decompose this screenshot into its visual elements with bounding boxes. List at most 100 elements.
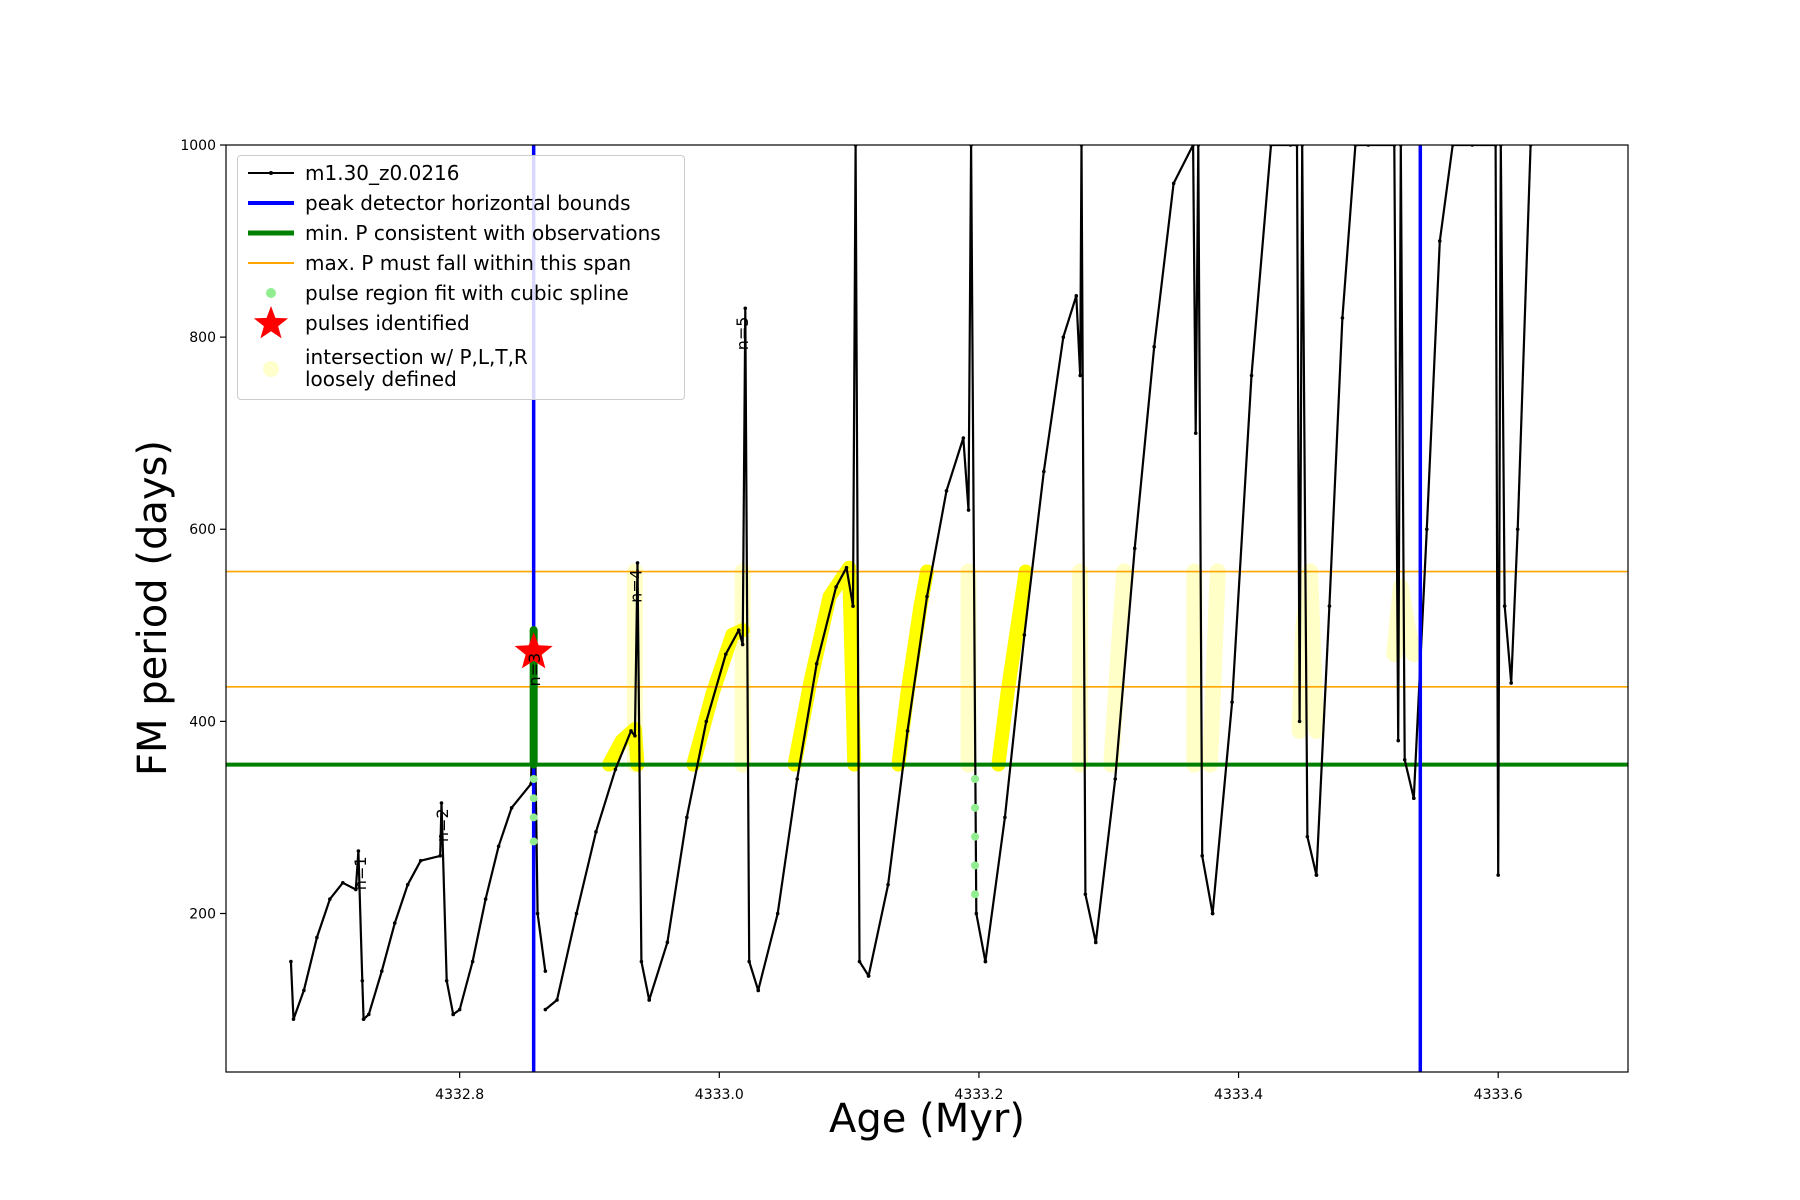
model-point bbox=[1249, 373, 1254, 378]
model-point bbox=[328, 897, 332, 901]
model-point bbox=[405, 882, 410, 887]
model-point bbox=[1515, 527, 1520, 532]
model-point bbox=[594, 830, 598, 834]
model-point bbox=[639, 959, 644, 964]
model-point bbox=[1210, 911, 1215, 916]
model-track-segment bbox=[544, 561, 651, 1011]
model-point bbox=[366, 1012, 371, 1017]
model-point bbox=[740, 642, 745, 647]
model-point bbox=[356, 849, 361, 853]
model-point bbox=[289, 959, 293, 964]
model-point bbox=[1424, 527, 1429, 532]
intersection-region bbox=[991, 564, 1033, 772]
pulse-annotation: n=4 bbox=[626, 569, 645, 603]
model-point bbox=[1078, 373, 1082, 378]
model-point bbox=[1171, 181, 1176, 186]
spline-point bbox=[971, 861, 980, 870]
model-track-segment bbox=[1412, 145, 1532, 877]
y-tick-label: 800 bbox=[189, 330, 216, 346]
model-point bbox=[1042, 469, 1046, 474]
spline-point bbox=[529, 837, 538, 846]
model-point bbox=[1437, 239, 1442, 243]
legend-label-spline: pulse region fit with cubic spline bbox=[305, 281, 629, 305]
model-point bbox=[451, 1012, 455, 1017]
x-tick-label: 4333.0 bbox=[695, 1087, 744, 1103]
model-point bbox=[613, 767, 618, 772]
model-track-segment bbox=[362, 801, 455, 1021]
model-track-segment bbox=[757, 145, 870, 991]
model-point bbox=[302, 988, 306, 993]
model-point bbox=[1502, 604, 1507, 608]
legend-item-spline: pulse region fit with cubic spline bbox=[238, 282, 684, 304]
model-point bbox=[925, 594, 929, 599]
x-tick-label: 4333.6 bbox=[1474, 1087, 1523, 1103]
model-track-segment bbox=[1094, 145, 1214, 943]
pulse-annotation: n=1 bbox=[351, 856, 370, 890]
model-point bbox=[1402, 757, 1407, 762]
model-point bbox=[966, 508, 971, 512]
model-point bbox=[756, 988, 761, 993]
model-point bbox=[1003, 815, 1007, 820]
model-point bbox=[1074, 294, 1079, 298]
y-tick-label: 600 bbox=[189, 522, 216, 538]
spline-point bbox=[529, 775, 538, 784]
model-point bbox=[354, 887, 358, 892]
spline-point bbox=[971, 803, 980, 812]
x-tick-label: 4333.2 bbox=[954, 1087, 1003, 1103]
model-point bbox=[392, 921, 397, 925]
model-point bbox=[483, 897, 488, 901]
model-point bbox=[629, 729, 633, 733]
legend-dot-yellow bbox=[263, 361, 279, 377]
model-point bbox=[1327, 604, 1332, 608]
pulse-annotation: n=3 bbox=[525, 653, 544, 687]
model-point bbox=[814, 661, 819, 666]
legend: m1.30_z0.0216 peak detector horizontal b… bbox=[237, 155, 685, 400]
legend-item-model: m1.30_z0.0216 bbox=[238, 162, 684, 184]
model-point bbox=[418, 858, 423, 863]
model-point bbox=[361, 1017, 366, 1021]
model-point bbox=[535, 911, 540, 916]
model-track-segment bbox=[289, 849, 365, 1021]
model-point bbox=[704, 719, 709, 724]
legend-item-max-p: max. P must fall within this span bbox=[238, 252, 684, 274]
model-point bbox=[743, 306, 748, 311]
model-point bbox=[315, 935, 319, 940]
model-point bbox=[844, 565, 849, 570]
model-point bbox=[1412, 796, 1416, 801]
model-point bbox=[665, 940, 670, 945]
model-point bbox=[1314, 873, 1319, 877]
model-point bbox=[439, 801, 444, 805]
legend-line-orange bbox=[248, 262, 294, 264]
spline-point bbox=[971, 775, 980, 784]
model-point bbox=[905, 729, 910, 733]
model-point bbox=[983, 959, 988, 964]
spline-point bbox=[529, 813, 538, 822]
model-point bbox=[470, 959, 475, 964]
y-axis-label: FM period (days) bbox=[130, 440, 176, 776]
legend-line-green bbox=[248, 230, 294, 236]
legend-item-min-p: min. P consistent with observations bbox=[238, 222, 684, 244]
legend-label-intersection: intersection w/ P,L,T,R loosely defined bbox=[305, 345, 528, 391]
model-point bbox=[886, 882, 890, 887]
model-point bbox=[1305, 834, 1310, 839]
model-point bbox=[543, 969, 548, 973]
legend-line-black bbox=[248, 171, 294, 175]
model-point bbox=[457, 1007, 462, 1012]
legend-label-pulses: pulses identified bbox=[305, 311, 470, 335]
model-point bbox=[360, 978, 365, 983]
x-tick-label: 4333.4 bbox=[1214, 1087, 1263, 1103]
model-point bbox=[1152, 344, 1156, 349]
model-point bbox=[633, 733, 637, 738]
legend-dot-lightgreen bbox=[266, 288, 276, 298]
model-point bbox=[1297, 719, 1302, 724]
intersection-region bbox=[891, 564, 934, 772]
model-point bbox=[635, 561, 640, 565]
x-axis-label: Age (Myr) bbox=[829, 1096, 1025, 1142]
pulse-annotation: n=5 bbox=[733, 317, 752, 351]
model-point bbox=[851, 604, 855, 608]
model-point bbox=[1083, 892, 1088, 897]
model-point bbox=[974, 911, 979, 916]
model-point bbox=[444, 978, 449, 983]
model-point bbox=[1200, 854, 1205, 858]
model-point bbox=[341, 880, 345, 885]
